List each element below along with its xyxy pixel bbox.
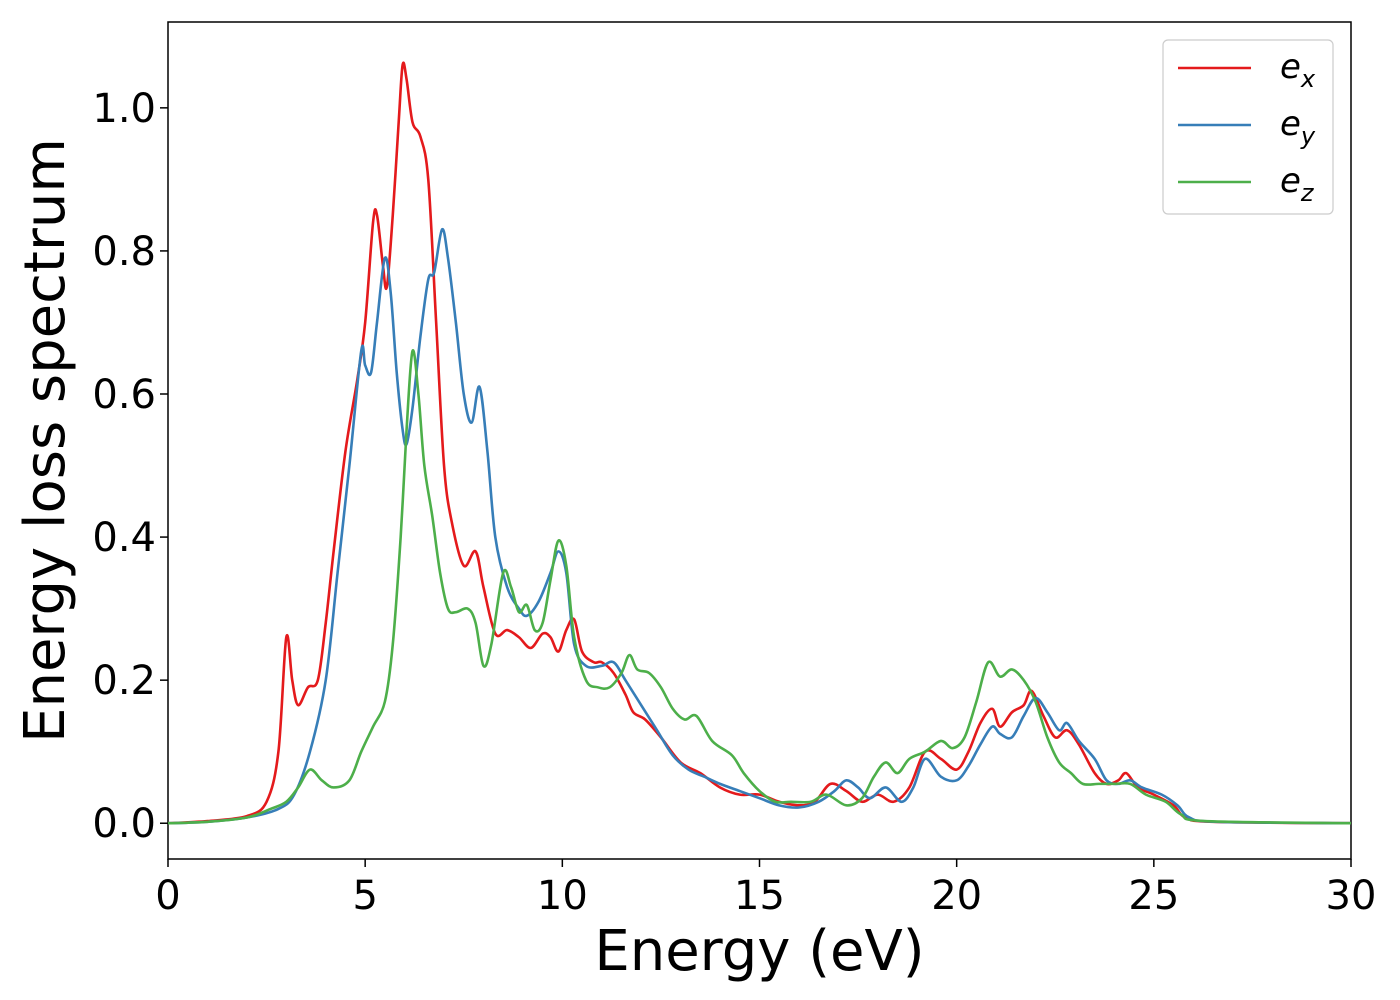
x-tick-label: 30	[1326, 873, 1377, 919]
series-lines	[167, 61, 1352, 825]
x-tick-label: 15	[734, 873, 785, 919]
x-tick-label: 20	[931, 873, 982, 919]
legend-label: ey	[1280, 104, 1316, 150]
x-tick-label: 25	[1128, 873, 1179, 919]
legend-label-subscript: z	[1300, 179, 1315, 207]
y-axis-ticks: 0.0 0.2 0.4 0.6 0.8 1.0	[92, 86, 168, 847]
y-tick-label: 1.0	[92, 86, 156, 132]
legend-label-subscript: x	[1300, 65, 1316, 93]
series-line-y	[167, 228, 1352, 825]
series-line-z	[167, 349, 1352, 825]
legend-label-subscript: y	[1300, 122, 1316, 150]
legend-label: ex	[1280, 47, 1316, 93]
x-tick-label: 10	[537, 873, 588, 919]
y-tick-label: 0.2	[92, 658, 156, 704]
y-tick-label: 0.0	[92, 801, 156, 847]
x-tick-label: 5	[352, 873, 377, 919]
y-tick-label: 0.6	[92, 372, 156, 418]
y-tick-label: 0.4	[92, 515, 156, 561]
legend-label-base: e	[1280, 47, 1301, 87]
legend-label-base: e	[1280, 104, 1301, 144]
x-axis-title: Energy (eV)	[594, 919, 924, 984]
y-axis-title: Energy loss spectrum	[13, 138, 78, 743]
legend-label: ez	[1280, 161, 1315, 207]
series-line-x	[167, 61, 1352, 825]
legend-label-base: e	[1280, 161, 1301, 201]
x-axis-ticks: 0 5 10 15 20 25 30	[155, 859, 1376, 919]
y-tick-label: 0.8	[92, 229, 156, 275]
legend-box	[1162, 39, 1334, 215]
x-tick-label: 0	[155, 873, 180, 919]
